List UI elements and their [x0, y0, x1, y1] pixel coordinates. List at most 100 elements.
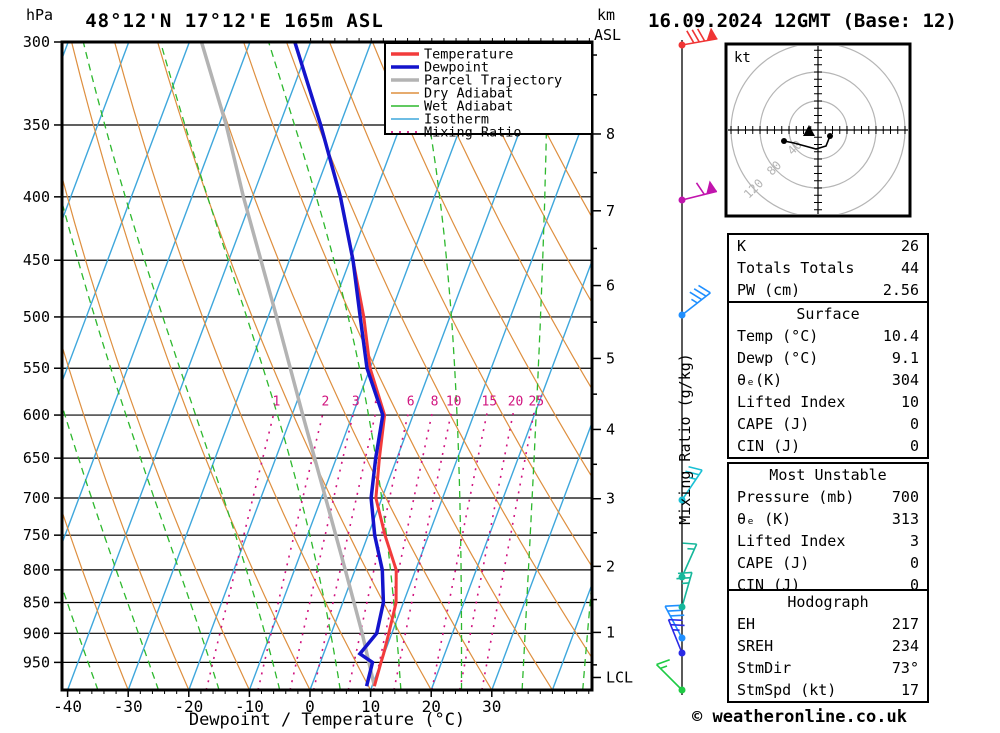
- table-title: Hodograph: [787, 593, 869, 611]
- temperature-curve: [293, 43, 398, 687]
- row-label: θₑ (K): [737, 510, 792, 528]
- height-axis-unit-asl: ASL: [594, 26, 622, 44]
- svg-text:0: 0: [305, 697, 315, 716]
- svg-text:2: 2: [322, 395, 330, 410]
- svg-text:5: 5: [606, 349, 615, 367]
- table-row: CAPE (J) 0: [729, 413, 927, 435]
- svg-text:4: 4: [606, 420, 615, 438]
- row-label: K: [737, 237, 747, 255]
- datetime-header: 16.09.2024 12GMT (Base: 12): [648, 10, 957, 32]
- legend-label: Isotherm: [424, 112, 489, 128]
- table-row: Pressure (mb) 700: [729, 486, 927, 508]
- row-value: 10: [900, 393, 919, 411]
- table-row: Lifted Index 10: [729, 391, 927, 413]
- table-row: StmDir 73°: [729, 657, 927, 679]
- pressure-axis: 300 350 400 450 500 550 600 650 700 750 800 850 900 9…: [23, 33, 62, 671]
- svg-text:10: 10: [446, 395, 462, 410]
- svg-text:6: 6: [606, 277, 615, 295]
- svg-text:2: 2: [606, 557, 615, 575]
- svg-text:750: 750: [23, 526, 50, 544]
- svg-text:20: 20: [422, 697, 441, 716]
- table-row: θₑ (K) 313: [729, 508, 927, 530]
- row-label: Lifted Index: [737, 532, 846, 550]
- parcel-trajectory-curve: [199, 43, 377, 687]
- row-label: CAPE (J): [737, 554, 810, 572]
- table-row: Dewp (°C) 9.1: [729, 347, 927, 369]
- svg-text:700: 700: [23, 489, 50, 507]
- svg-text:-20: -20: [174, 697, 203, 716]
- hodograph-trace: [783, 135, 831, 150]
- legend-label: Parcel Trajectory: [424, 73, 562, 89]
- table-row: CAPE (J) 0: [729, 552, 927, 574]
- row-label: StmDir: [737, 659, 792, 677]
- wind-barb: [678, 284, 711, 319]
- svg-text:20: 20: [508, 395, 524, 410]
- svg-text:550: 550: [23, 359, 50, 377]
- mixing-ratio-lines: [205, 410, 536, 689]
- info-table-hodograph: Hodograph EH 217 SREH 234 StmDir 73° StmSpd (kt…: [727, 589, 929, 703]
- row-value: 44: [900, 259, 919, 277]
- wind-barb: [678, 180, 718, 204]
- wind-barb: [676, 571, 693, 611]
- row-label: Dewp (°C): [737, 349, 819, 367]
- svg-text:-30: -30: [114, 697, 143, 716]
- height-axis-unit-km: km: [597, 6, 616, 24]
- row-value: 3: [909, 532, 919, 550]
- station-title: 48°12'N 17°12'E 165m ASL: [85, 10, 384, 32]
- isotherm-lines: [63, 43, 591, 689]
- table-row: Temp (°C) 10.4: [729, 325, 927, 347]
- svg-text:8: 8: [431, 395, 439, 410]
- row-value: 217: [891, 615, 919, 633]
- svg-text:950: 950: [23, 653, 50, 671]
- legend-label: Dry Adiabat: [424, 86, 513, 102]
- row-label: StmSpd (kt): [737, 681, 837, 699]
- svg-text:3: 3: [352, 395, 360, 410]
- temperature-axis: -40 -30 -20 -10 0 10 20 30: [53, 38, 590, 716]
- row-label: Temp (°C): [737, 327, 819, 345]
- svg-text:500: 500: [23, 308, 50, 326]
- legend-label: Temperature: [424, 47, 513, 63]
- wind-barb: [664, 604, 686, 642]
- info-table-most-unstable: Most Unstable Pressure (mb) 700 θₑ (K) 313 Li…: [727, 462, 929, 598]
- copyright-notice: © weatheronline.co.uk: [692, 707, 907, 727]
- legend-label: Mixing Ratio: [424, 125, 522, 141]
- row-value: 0: [909, 437, 919, 455]
- row-value: 234: [891, 637, 919, 655]
- row-label: Pressure (mb): [737, 488, 855, 506]
- svg-text:15: 15: [482, 395, 498, 410]
- mixing-ratio-axis-title: Mixing Ratio (g/kg): [676, 353, 694, 525]
- row-value: 313: [891, 510, 919, 528]
- wind-barb: [678, 465, 703, 504]
- table-row: Lifted Index 3: [729, 530, 927, 552]
- plot-border: [60, 40, 594, 692]
- table-row: θₑ(K) 304: [729, 369, 927, 391]
- svg-text:25: 25: [528, 395, 544, 410]
- svg-text:8: 8: [606, 125, 615, 143]
- row-label: Totals Totals: [737, 259, 855, 277]
- svg-text:850: 850: [23, 594, 50, 612]
- table-row: StmSpd (kt) 17: [729, 679, 927, 701]
- row-label: PW (cm): [737, 281, 801, 299]
- svg-text:400: 400: [23, 188, 50, 206]
- svg-text:1: 1: [606, 623, 615, 641]
- svg-text:-10: -10: [235, 697, 264, 716]
- svg-text:6: 6: [407, 395, 415, 410]
- row-label: CIN (J): [737, 437, 801, 455]
- row-value: 0: [909, 576, 919, 594]
- row-label: EH: [737, 615, 756, 633]
- table-row: Totals Totals 44: [729, 257, 927, 279]
- row-label: SREH: [737, 637, 774, 655]
- svg-text:900: 900: [23, 624, 50, 642]
- table-row: EH 217: [729, 613, 927, 635]
- table-row: SREH 234: [729, 635, 927, 657]
- wind-barb: [667, 618, 686, 657]
- svg-text:300: 300: [23, 33, 50, 51]
- table-row: PW (cm) 2.56: [729, 279, 927, 301]
- row-value: 0: [909, 415, 919, 433]
- wind-barb: [655, 659, 686, 694]
- wind-barb: [678, 27, 718, 49]
- svg-text:800: 800: [23, 561, 50, 579]
